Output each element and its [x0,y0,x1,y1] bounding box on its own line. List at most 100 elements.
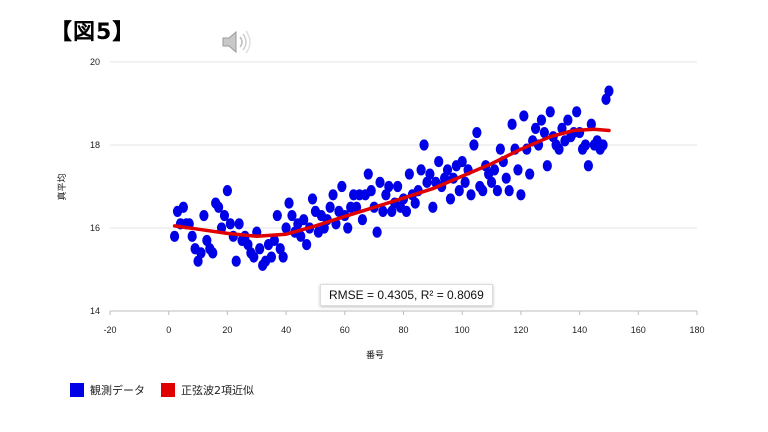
data-point [249,251,259,263]
data-point [445,193,456,205]
data-point [572,106,582,118]
legend-item-fit: 正弦波2項近似 [161,382,254,398]
data-point [501,172,511,184]
data-point [598,139,608,151]
data-point [583,160,594,172]
data-point [530,122,541,134]
data-point [325,201,335,213]
data-point [225,218,235,230]
x-tick-label: -20 [103,325,116,335]
data-point [222,185,232,197]
data-point [580,139,591,151]
data-point [539,126,549,139]
data-point [469,139,479,151]
data-point [478,185,488,197]
y-tick-label: 18 [90,140,100,150]
legend: 観測データ 正弦波2項近似 [70,382,270,398]
speaker-icon[interactable] [220,28,254,56]
data-point [337,180,347,193]
y-axis-title: 真平均 [56,173,68,200]
data-point [419,139,429,151]
data-point [219,209,230,222]
data-point [284,197,294,209]
data-point [234,218,244,230]
fit-curve [172,127,611,239]
legend-label-observed: 観測データ [90,384,145,397]
x-tick-label: 100 [455,325,470,335]
data-point [378,205,388,217]
data-point [372,226,382,238]
y-tick-label: 16 [90,223,100,233]
observed-points [169,85,614,271]
data-point [299,214,309,226]
data-point [255,243,265,255]
data-point [178,201,188,213]
data-point [542,160,552,172]
data-point [375,176,385,188]
data-point [199,209,209,222]
data-point [302,239,312,251]
data-point [307,193,318,205]
x-tick-label: 120 [513,325,528,335]
y-tick-label: 20 [90,57,100,67]
data-point [460,176,470,188]
fit-stats-box: RMSE = 0.4305, R² = 0.8069 [320,284,493,306]
data-point [545,106,555,118]
data-point [416,164,426,176]
data-point [266,251,277,263]
data-point [208,247,218,259]
data-point [196,247,206,259]
data-point [187,230,197,242]
x-tick-label: 60 [340,325,350,335]
data-point [604,85,614,97]
data-point [278,251,288,263]
data-point [343,222,353,234]
data-point [434,156,444,168]
data-point [410,197,420,209]
data-point [466,189,476,201]
data-point [525,168,535,180]
data-point [351,201,362,213]
data-point [519,110,529,122]
legend-swatch-fit [161,383,175,397]
data-point [169,230,180,242]
slide-title: 【図5】 [50,20,136,45]
y-tick-label: 14 [90,306,100,316]
x-tick-label: 0 [166,325,171,335]
legend-label-fit: 正弦波2項近似 [181,384,254,397]
data-point [269,234,279,247]
x-axis-title: 番号 [366,349,384,361]
data-point [489,164,500,176]
x-tick-label: 80 [398,325,408,335]
data-point [563,114,573,126]
data-point [401,205,412,217]
data-point [457,156,467,168]
data-point [536,114,547,126]
data-point [393,180,403,193]
data-point [507,118,517,130]
fit-curve-layer [172,127,611,239]
data-point [287,209,297,222]
x-tick-label: 20 [222,325,232,335]
data-point [472,126,482,139]
data-point [281,222,291,234]
data-point [454,185,464,197]
data-point [428,201,438,213]
data-point [495,143,505,155]
x-tick-label: 140 [572,325,587,335]
x-tick-label: 160 [631,325,646,335]
data-point [492,185,503,197]
x-tick-label: 180 [689,325,704,335]
x-tick-label: 40 [281,325,291,335]
data-point [296,230,306,242]
data-point [366,185,376,197]
data-point [554,143,564,155]
data-point [404,168,414,180]
data-point [516,189,526,201]
data-point [231,255,241,267]
data-point [384,180,394,193]
data-point [442,164,453,176]
data-point [213,201,224,213]
data-point [357,214,368,226]
